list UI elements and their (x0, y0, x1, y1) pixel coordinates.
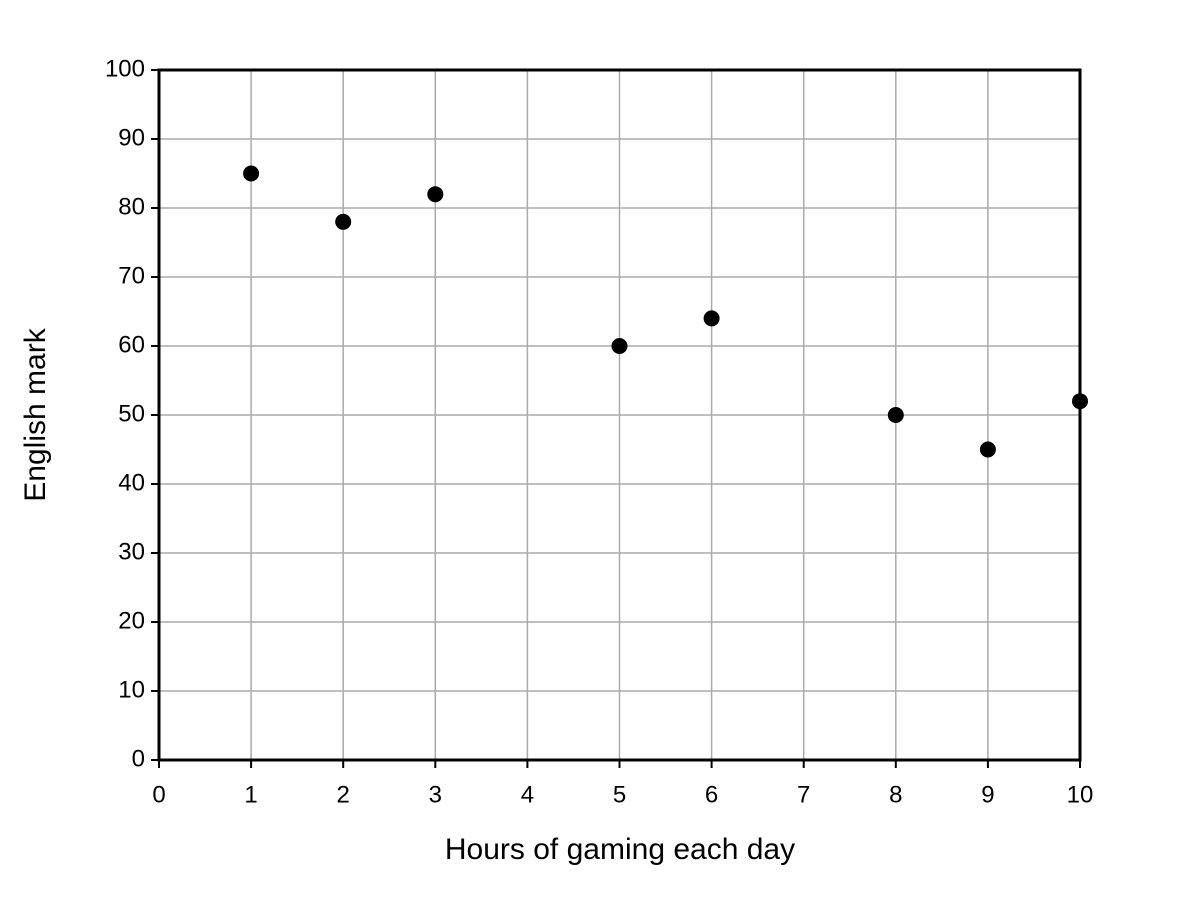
y-tick-label: 100 (105, 55, 145, 82)
x-tick-label: 6 (705, 781, 718, 808)
x-tick-label: 8 (889, 781, 902, 808)
data-point (703, 310, 720, 327)
y-tick-label: 40 (118, 469, 145, 496)
data-point (611, 338, 628, 354)
plot-frame (157, 68, 1082, 762)
y-tick-label: 20 (118, 607, 145, 634)
y-tick-label: 80 (118, 193, 145, 220)
x-tick-label: 0 (152, 781, 165, 808)
y-tick-label: 0 (132, 745, 145, 772)
y-tick-label: 50 (118, 400, 145, 427)
y-tick-label: 70 (118, 262, 145, 289)
x-tick-label: 4 (521, 781, 534, 808)
data-point (335, 213, 352, 230)
x-axis-label: Hours of gaming each day (445, 833, 795, 866)
data-point (427, 186, 444, 203)
y-tick-label: 10 (118, 676, 145, 703)
x-tick-label: 1 (244, 781, 257, 808)
data-point (887, 407, 904, 423)
x-tick-label: 2 (337, 781, 350, 808)
x-tick-label: 5 (613, 781, 626, 808)
data-point (1072, 393, 1088, 410)
x-tick-label: 10 (1067, 781, 1094, 808)
y-tick-label: 60 (118, 331, 145, 358)
data-point (243, 165, 260, 182)
data-point (979, 441, 996, 458)
x-tick-label: 3 (429, 781, 442, 808)
y-axis-label: English mark (19, 327, 52, 501)
y-tick-label: 90 (118, 124, 145, 151)
y-tick-label: 30 (118, 538, 145, 565)
x-tick-label: 9 (981, 781, 994, 808)
x-tick-label: 7 (797, 781, 810, 808)
